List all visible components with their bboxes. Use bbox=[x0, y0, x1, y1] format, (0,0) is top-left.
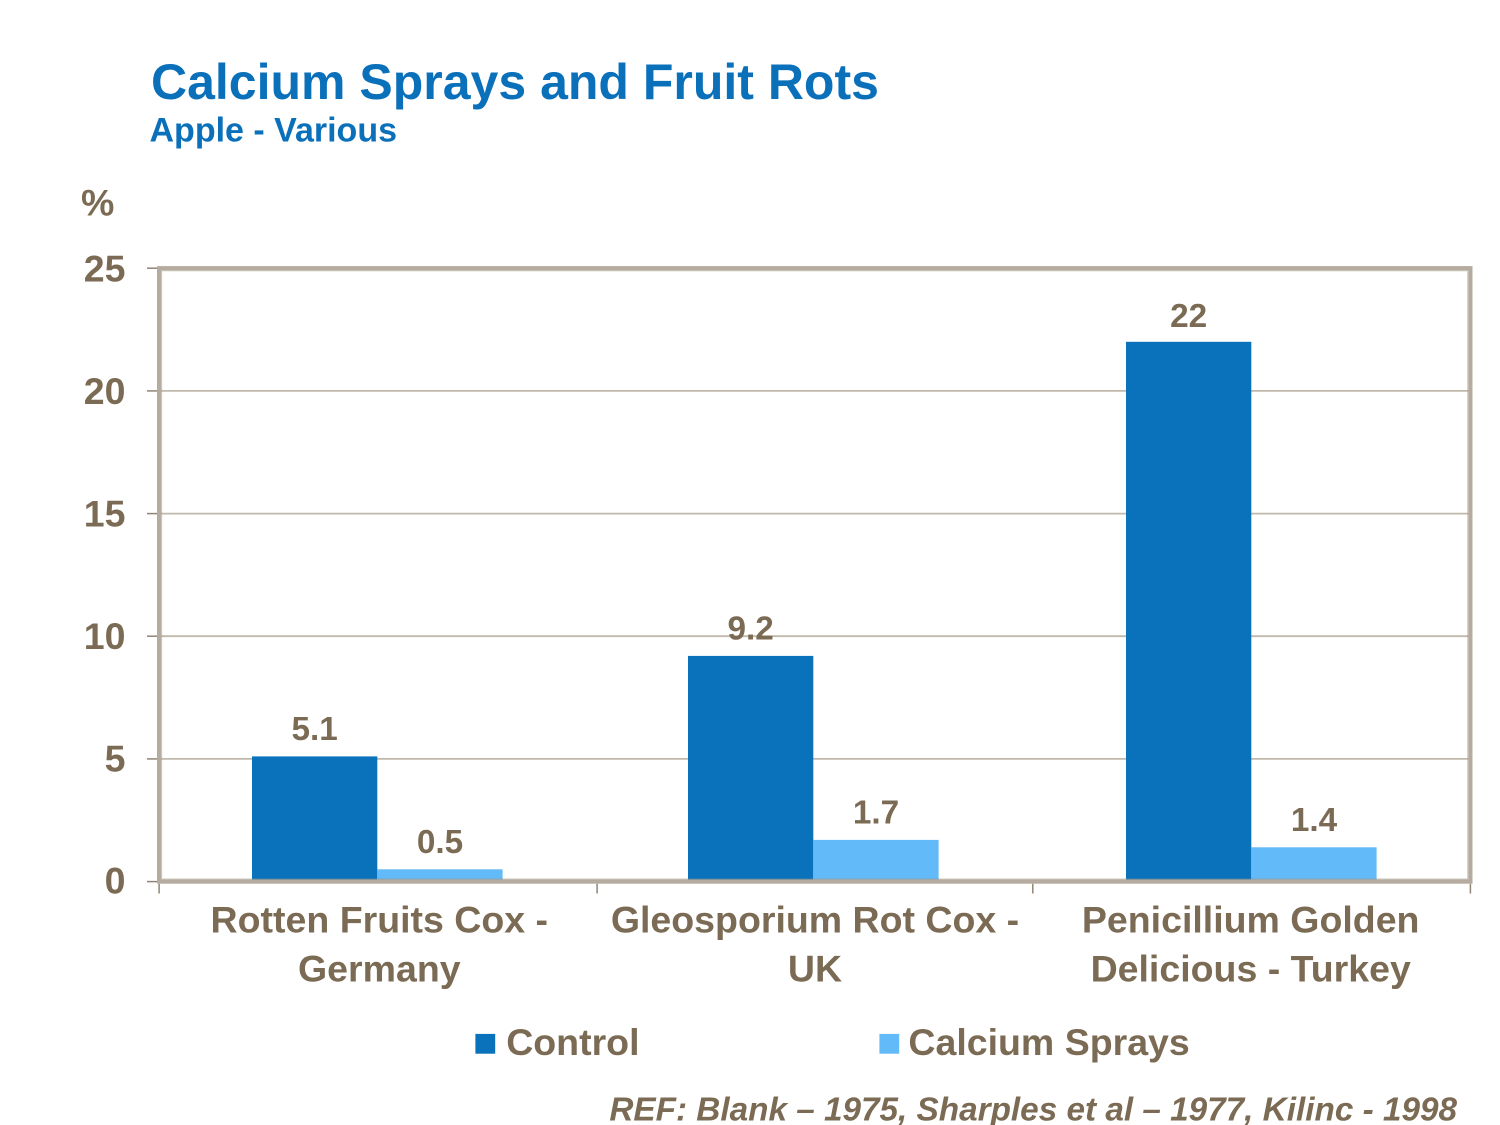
svg-text:9.2: 9.2 bbox=[727, 611, 773, 648]
svg-text:5: 5 bbox=[105, 737, 126, 779]
svg-text:0.5: 0.5 bbox=[417, 824, 463, 861]
svg-text:25: 25 bbox=[84, 248, 126, 290]
svg-text:20: 20 bbox=[84, 370, 126, 412]
svg-text:5.1: 5.1 bbox=[291, 711, 337, 748]
svg-text:Penicillium Golden: Penicillium Golden bbox=[1082, 899, 1420, 941]
svg-text:0: 0 bbox=[105, 860, 126, 902]
svg-text:10: 10 bbox=[84, 615, 126, 657]
svg-text:Gleosporium Rot Cox -: Gleosporium Rot Cox - bbox=[611, 899, 1019, 941]
svg-text:1.7: 1.7 bbox=[853, 795, 899, 832]
svg-text:Calcium Sprays and Fruit Rots: Calcium Sprays and Fruit Rots bbox=[151, 54, 879, 110]
svg-text:Germany: Germany bbox=[298, 947, 461, 989]
svg-text:1.4: 1.4 bbox=[1291, 802, 1338, 839]
svg-text:15: 15 bbox=[84, 493, 126, 535]
svg-text:Control: Control bbox=[506, 1021, 639, 1063]
svg-text:Rotten Fruits Cox -: Rotten Fruits Cox - bbox=[211, 899, 548, 941]
svg-text:Apple - Various: Apple - Various bbox=[150, 112, 398, 150]
svg-text:REF: Blank – 1975, Sharples et: REF: Blank – 1975, Sharples et al – 1977… bbox=[609, 1092, 1457, 1125]
svg-text:Calcium Sprays: Calcium Sprays bbox=[908, 1021, 1189, 1063]
svg-text:UK: UK bbox=[788, 947, 842, 989]
svg-text:22: 22 bbox=[1170, 298, 1207, 335]
svg-text:%: % bbox=[81, 182, 114, 224]
svg-text:Delicious - Turkey: Delicious - Turkey bbox=[1091, 947, 1411, 989]
